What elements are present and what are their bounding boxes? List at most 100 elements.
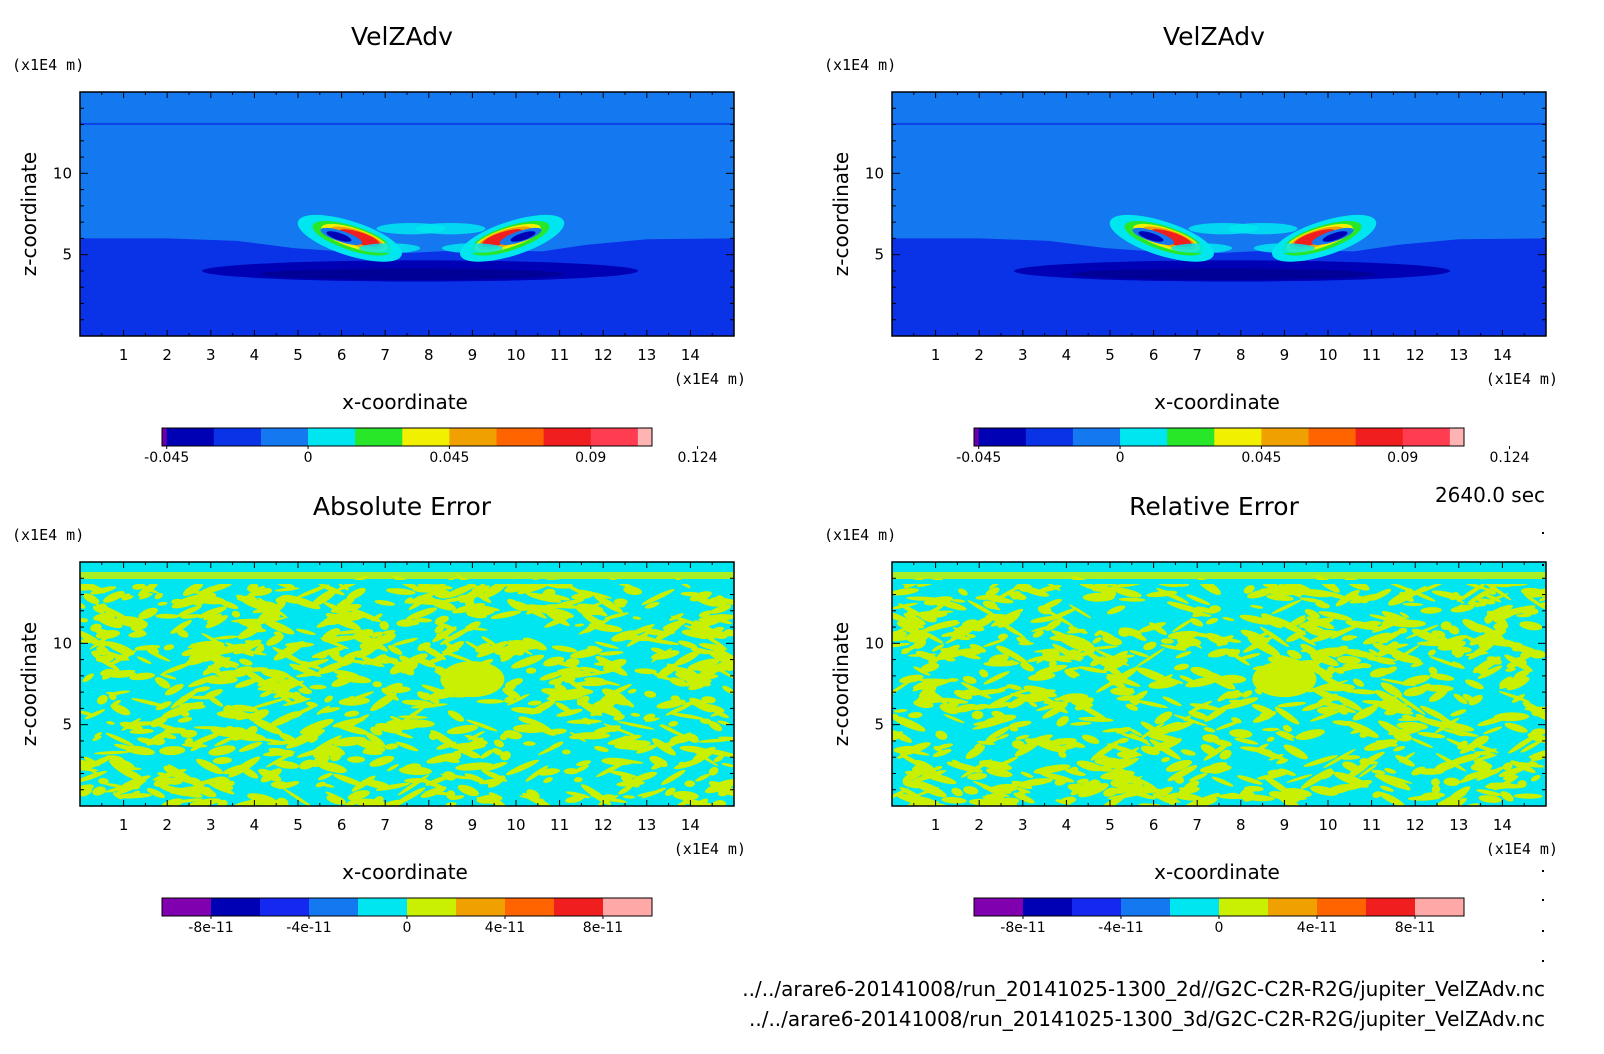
panel4-noise-blob	[1252, 661, 1317, 698]
panel3-noise-top-gap	[80, 580, 734, 584]
panel1-colorbar-cell-4	[260, 428, 309, 446]
panel3-y-label: z-coordinate	[17, 622, 41, 746]
panel2-field	[892, 92, 1546, 336]
panel3-xtick-label-6: 6	[337, 816, 347, 834]
panel4-xtick-label-14: 14	[1493, 816, 1512, 834]
panel2-colorbar-cell-8	[1261, 428, 1309, 446]
panel3-colorbar-cell-9	[554, 898, 604, 916]
panel4-colorbar-cell-2	[1023, 898, 1073, 916]
panel2-xtick-label-8: 8	[1236, 346, 1246, 364]
panel1-colorbar-cell-3	[213, 428, 262, 446]
panel3-xtick-label-14: 14	[681, 816, 700, 834]
panel1-lower-lens-core	[258, 268, 564, 280]
panel4-xtick-label-1: 1	[931, 816, 941, 834]
panel2-upper-region	[892, 92, 1546, 254]
panel4-colorbar-tick-label-3: 0	[1215, 920, 1224, 936]
panel1-ytick-label-5: 5	[62, 246, 72, 264]
panel4-xtick-label-11: 11	[1362, 816, 1381, 834]
panel2-vortex-core	[1138, 231, 1164, 242]
panel2-colorbar-cell-3	[1025, 428, 1074, 446]
panel3-y-unit: (x1E4 m)	[12, 526, 84, 544]
panel1-colorbar-cell-8	[449, 428, 497, 446]
panel4-xtick-label-9: 9	[1280, 816, 1290, 834]
panel2-colorbar-cell-11	[1402, 428, 1451, 446]
panel-1: VelZAdv(x1E4 m)1 2 3 4 5 6 7 8 9 10 11 12 13 14510(x1…	[12, 22, 746, 466]
panel2-colorbar-cell-10	[1355, 428, 1404, 446]
panel4-colorbar-cell-10	[1415, 898, 1465, 916]
panel4-noise-top-band	[892, 572, 1546, 579]
panel3-noise-streaks	[80, 574, 734, 806]
panel2-xtick-label-2: 2	[974, 346, 984, 364]
panel2-xtick-label-9: 9	[1280, 346, 1290, 364]
panel1-xtick-label-3: 3	[206, 346, 216, 364]
panel1-xtick-label-7: 7	[380, 346, 390, 364]
panel1-colorbar-tick-label-2: 0	[304, 450, 313, 466]
panel1-colorbar-cell-12	[637, 428, 653, 446]
panel2-colorbar-tick-label-2: 0	[1116, 450, 1125, 466]
time-label: 2640.0 sec	[1435, 483, 1545, 507]
panel2-xtick-label-11: 11	[1362, 346, 1381, 364]
panel4-xtick-label-12: 12	[1406, 816, 1425, 834]
panel2-vortex-arm	[1227, 222, 1298, 235]
panel3-colorbar-cell-1	[162, 898, 212, 916]
panel2-top-band	[892, 122, 1546, 125]
decor-dots	[1542, 532, 1544, 962]
panel-4: Relative Error(x1E4 m)1 2 3 4 5 6 7 8 9 10 11 12 13 1…	[824, 492, 1558, 936]
panel3-xtick-label-9: 9	[468, 816, 478, 834]
panel3-noise-blob	[440, 661, 505, 698]
panel2-xtick-label-6: 6	[1149, 346, 1159, 364]
panel3-xtick-label-3: 3	[206, 816, 216, 834]
panel1-xtick-label-5: 5	[293, 346, 303, 364]
panel2-ytick-label-5: 5	[874, 246, 884, 264]
panel1-upper-region	[80, 92, 734, 254]
panel3-colorbar: -8e-11 -4e-11 0 4e-11 8e-11	[161, 897, 653, 936]
panel4-y-label: z-coordinate	[829, 622, 853, 746]
panel3-xtick-label-10: 10	[506, 816, 525, 834]
panel2-colorbar-tick-label-5: 0.124	[1489, 450, 1529, 466]
panel1-colorbar-tick-label-4: 0.09	[575, 450, 606, 466]
panel4-xtick-label-7: 7	[1192, 816, 1202, 834]
panel2-vortex-core	[1322, 231, 1348, 242]
panel1-xtick-label-14: 14	[681, 346, 700, 364]
panel1-colorbar-cell-10	[543, 428, 592, 446]
panel1-xtick-label-1: 1	[119, 346, 129, 364]
panel1-y-label: z-coordinate	[17, 152, 41, 276]
panel4-xtick-label-8: 8	[1236, 816, 1246, 834]
panel4-colorbar-tick-label-1: -8e-11	[1000, 920, 1045, 936]
panel3-colorbar-cell-5	[358, 898, 408, 916]
panel4-colorbar-cell-3	[1072, 898, 1122, 916]
panel3-ytick-label-5: 5	[62, 716, 72, 734]
panel3-field	[80, 562, 734, 806]
panel1-colorbar-cell-9	[496, 428, 545, 446]
panel2-vortex-arm-low	[1253, 243, 1315, 254]
panel3-ytick-label-10: 10	[53, 634, 72, 652]
panel3-colorbar-tick-label-1: -8e-11	[188, 920, 233, 936]
panel-2: VelZAdv(x1E4 m)1 2 3 4 5 6 7 8 9 10 11 12 13 14510(x1…	[824, 22, 1558, 466]
panel2-colorbar-cell-6	[1167, 428, 1215, 446]
panel3-title: Absolute Error	[313, 492, 492, 521]
panel4-colorbar-tick-label-4: 4e-11	[1297, 920, 1337, 936]
panel4-colorbar-cell-8	[1317, 898, 1367, 916]
panel1-xtick-label-9: 9	[468, 346, 478, 364]
panel4-ytick-label-10: 10	[865, 634, 884, 652]
panel1-xtick-label-10: 10	[506, 346, 525, 364]
panel2-x-unit: (x1E4 m)	[1486, 370, 1558, 388]
panel4-xtick-label-10: 10	[1318, 816, 1337, 834]
panel1-xtick-label-13: 13	[637, 346, 656, 364]
panel3-xtick-label-1: 1	[119, 816, 129, 834]
panel3-colorbar-cell-10	[603, 898, 653, 916]
panel4-xtick-label-6: 6	[1149, 816, 1159, 834]
panel1-colorbar-cell-11	[590, 428, 639, 446]
panel4-colorbar: -8e-11 -4e-11 0 4e-11 8e-11	[973, 897, 1465, 936]
panel2-lower-lens-core	[1070, 268, 1376, 280]
panel1-xtick-label-2: 2	[162, 346, 172, 364]
panel2-colorbar-cell-7	[1214, 428, 1262, 446]
panel1-colorbar-cell-1	[162, 428, 168, 446]
panel4-y-unit: (x1E4 m)	[824, 526, 896, 544]
panel2-xtick-label-7: 7	[1192, 346, 1202, 364]
panel4-title: Relative Error	[1129, 492, 1299, 521]
panel4-xtick-label-13: 13	[1449, 816, 1468, 834]
panel1-vortex-arm-low	[359, 243, 421, 254]
panel1-vortex-arm	[415, 222, 486, 235]
panel4-colorbar-cell-9	[1366, 898, 1416, 916]
